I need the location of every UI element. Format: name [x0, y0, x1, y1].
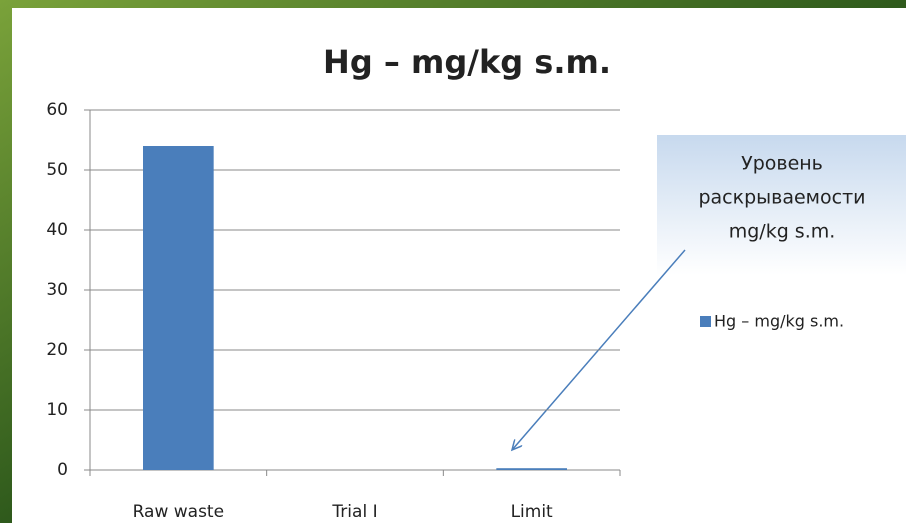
y-tick-label: 40	[46, 220, 68, 240]
legend-label: Hg – mg/kg s.m.	[714, 312, 844, 331]
annotation-text: Уровень	[741, 153, 823, 175]
x-tick-label: Raw waste	[133, 502, 224, 522]
y-tick-label: 0	[57, 460, 68, 480]
bar	[496, 468, 567, 470]
y-tick-label: 30	[46, 280, 68, 300]
y-tick-label: 50	[46, 160, 68, 180]
legend-swatch	[700, 316, 711, 327]
bar	[143, 146, 214, 470]
y-tick-label: 20	[46, 340, 68, 360]
annotation-text: раскрываемости	[698, 187, 865, 209]
x-tick-label: Limit	[511, 502, 553, 522]
chart-title: Hg – mg/kg s.m.	[323, 43, 611, 81]
x-tick-label: Trial I	[331, 502, 377, 522]
y-tick-label: 10	[46, 400, 68, 420]
y-tick-label: 60	[46, 100, 68, 120]
annotation-text: mg/kg s.m.	[729, 221, 836, 243]
annotation-box	[657, 135, 906, 275]
